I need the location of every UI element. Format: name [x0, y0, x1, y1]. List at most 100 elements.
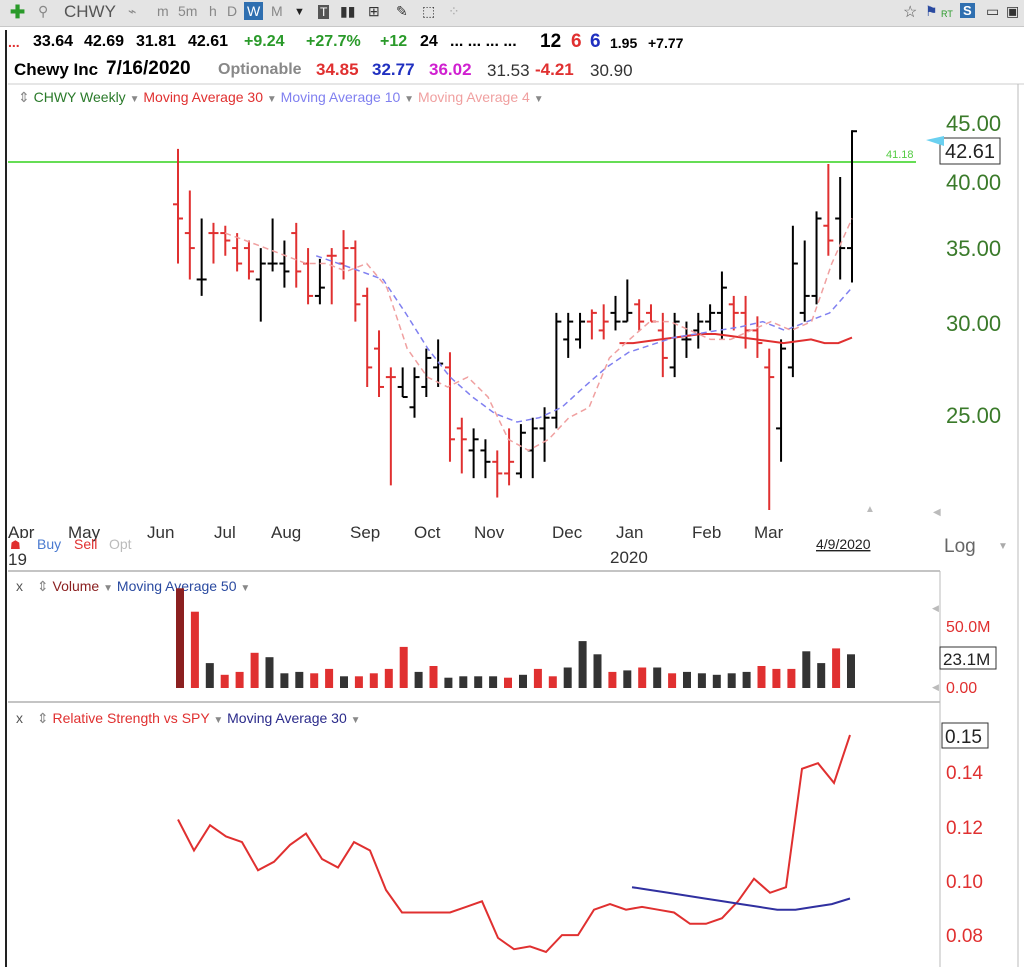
- reorder-icon[interactable]: ⇕: [36, 710, 49, 726]
- window-icon[interactable]: ▣: [1006, 3, 1020, 19]
- price-tick-35: 35.00: [946, 236, 1001, 261]
- flag-icon[interactable]: ⚑: [925, 3, 938, 19]
- symbol-field[interactable]: CHWY: [64, 2, 116, 21]
- price-bar: [764, 348, 775, 510]
- volume-ma-label[interactable]: Moving Average 50: [116, 578, 237, 594]
- pencil-icon[interactable]: ✎: [396, 3, 408, 19]
- volume-title[interactable]: Volume: [52, 578, 100, 594]
- ma10-legend-label[interactable]: Moving Average 10: [280, 89, 401, 105]
- scroll-right-icon[interactable]: ◀: [933, 507, 941, 518]
- reorder-icon[interactable]: ⇕: [36, 578, 49, 594]
- volume-bar: [354, 676, 363, 688]
- price-bar: [338, 230, 349, 280]
- tf-w-button[interactable]: W: [244, 2, 264, 20]
- ma30-legend-label[interactable]: Moving Average 30: [143, 89, 263, 105]
- price-series-label[interactable]: CHWY Weekly: [33, 89, 126, 105]
- add-icon[interactable]: ✚: [10, 2, 26, 22]
- price-bar: [799, 240, 810, 322]
- volume-bar: [369, 673, 378, 688]
- volume-bar: [787, 668, 796, 688]
- grid-icon[interactable]: ⊞: [368, 3, 380, 19]
- volume-bar: [638, 667, 647, 688]
- volume-bar: [563, 667, 572, 688]
- sell-button[interactable]: Sell: [74, 536, 97, 552]
- x-tick-nov: Nov: [474, 523, 505, 542]
- chart-icon[interactable]: ⌁: [128, 3, 137, 19]
- rs-ma-dropdown-icon[interactable]: ▼: [350, 715, 361, 726]
- volume-ma-dropdown-icon[interactable]: ▼: [240, 583, 251, 594]
- volume-bar: [847, 654, 855, 688]
- minimize-icon[interactable]: ▭: [986, 3, 1000, 19]
- volume-dropdown-icon[interactable]: ▼: [103, 583, 114, 594]
- price-tick-45: 45.00: [946, 111, 1001, 136]
- tf-m-button[interactable]: m: [157, 3, 169, 19]
- volume-bar: [727, 673, 736, 688]
- price-bar: [456, 417, 467, 474]
- x-tick-dec: Dec: [552, 523, 583, 542]
- tag-icon[interactable]: ⬚: [422, 3, 436, 19]
- rs-dropdown-icon[interactable]: ▼: [213, 715, 224, 726]
- x-tick-jan: Jan: [616, 523, 643, 542]
- text-tool-icon[interactable]: T: [318, 5, 330, 19]
- price-bar: [752, 316, 763, 358]
- scroll-up-icon[interactable]: ▲: [865, 504, 875, 515]
- price-bar: [255, 248, 266, 322]
- x-tick-apr: Apr: [8, 523, 35, 542]
- tf-m-month-button[interactable]: M: [271, 3, 283, 19]
- rt-label[interactable]: RT: [941, 9, 953, 19]
- rs-close-icon[interactable]: x: [16, 710, 23, 726]
- price-bar: [823, 163, 834, 256]
- x-tick-mar: Mar: [754, 523, 784, 542]
- scale-toggle-label[interactable]: Log: [944, 536, 976, 557]
- reorder-icon[interactable]: ⇕: [18, 89, 30, 105]
- quote-p5: -4.21: [535, 60, 574, 79]
- volume-bar: [444, 677, 453, 688]
- price-bar: [279, 240, 290, 288]
- x-tick-year-2020: 2020: [610, 548, 648, 567]
- bars-icon[interactable]: ▮▮: [340, 3, 356, 19]
- price-bar: [645, 304, 656, 323]
- price-bar: [835, 177, 846, 280]
- volume-bar: [712, 674, 721, 688]
- volume-bar: [235, 671, 244, 688]
- legend-dropdown-icon[interactable]: ▼: [129, 94, 140, 105]
- price-bar: [173, 148, 183, 264]
- tf-5m-button[interactable]: 5m: [178, 3, 198, 19]
- scale-dropdown-icon[interactable]: ▼: [998, 541, 1008, 552]
- tf-d-button[interactable]: D: [227, 3, 238, 19]
- buy-button[interactable]: Buy: [37, 536, 61, 552]
- price-bar: [385, 367, 396, 486]
- ma4-dropdown-icon[interactable]: ▼: [533, 94, 544, 105]
- dropdown-icon[interactable]: ▼: [294, 6, 305, 18]
- ma-line-10: [315, 255, 853, 423]
- quote-low: 31.81: [136, 33, 177, 50]
- price-bar: [196, 218, 207, 296]
- volume-scroll-icon-2[interactable]: ◀: [932, 682, 939, 692]
- star-icon[interactable]: ☆: [903, 4, 918, 21]
- volume-tick-50m: 50.0M: [946, 619, 990, 636]
- volume-close-icon[interactable]: x: [16, 578, 23, 594]
- tf-h-button[interactable]: h: [209, 3, 217, 19]
- dots-icon[interactable]: ⁘: [448, 3, 460, 19]
- optionable-label: Optionable: [218, 61, 302, 78]
- ma4-legend-label[interactable]: Moving Average 4: [417, 89, 530, 105]
- rs-ma-label[interactable]: Moving Average 30: [227, 710, 347, 726]
- quote-high: 42.69: [84, 33, 125, 50]
- price-bar: [291, 222, 302, 288]
- price-legend: ⇕ CHWY Weekly ▼ Moving Average 30 ▼ Movi…: [18, 89, 544, 106]
- trade-icon[interactable]: [10, 538, 30, 551]
- opt-button[interactable]: Opt: [109, 536, 132, 552]
- price-bar: [551, 312, 562, 429]
- ma30-dropdown-icon[interactable]: ▼: [266, 94, 277, 105]
- volume-scroll-icon[interactable]: ◀: [932, 603, 939, 613]
- x-tick-jul: Jul: [214, 523, 236, 542]
- s-button[interactable]: S: [960, 3, 975, 18]
- quote-v2: 24: [420, 33, 438, 50]
- ma10-dropdown-icon[interactable]: ▼: [404, 94, 415, 105]
- quote-ellipses: ... ... ... ...: [450, 33, 517, 50]
- pin-icon[interactable]: ⚲: [38, 3, 49, 19]
- volume-bar: [548, 676, 557, 688]
- rs-title[interactable]: Relative Strength vs SPY: [52, 710, 210, 726]
- trade-glyph[interactable]: ☗: [10, 538, 21, 552]
